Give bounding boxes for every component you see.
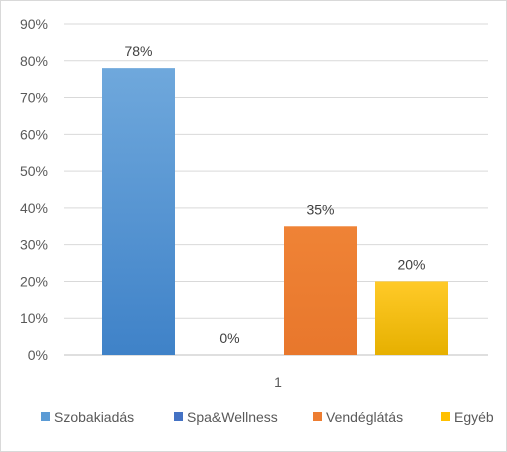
legend-swatch — [41, 412, 50, 421]
y-tick-label: 30% — [20, 237, 48, 253]
legend-entry: Szobakiadás — [54, 409, 134, 425]
y-tick-label: 20% — [20, 273, 48, 289]
bar-egy-b — [375, 281, 448, 355]
legend-entry: Vendéglátás — [326, 409, 403, 425]
y-tick-label: 90% — [20, 16, 48, 32]
y-tick-label: 10% — [20, 310, 48, 326]
data-label: 35% — [306, 201, 334, 217]
legend-swatch — [441, 412, 450, 421]
y-axis: 0% 10% 20% 30% 40% 50% 60% 70% 80% 90% — [20, 16, 48, 363]
data-label: 0% — [219, 330, 239, 346]
legend-entry: Spa&Wellness — [187, 409, 278, 425]
x-axis: 1 — [274, 374, 282, 390]
legend-entry: Egyéb — [454, 409, 494, 425]
data-label: 78% — [124, 43, 152, 59]
y-tick-label: 70% — [20, 90, 48, 106]
y-tick-label: 60% — [20, 126, 48, 142]
bar-vend-gl-t-s — [284, 226, 357, 355]
data-label: 20% — [397, 256, 425, 272]
data-labels: 78% 0% 35% 20% — [124, 43, 425, 346]
bar-szobakiad-s — [102, 68, 175, 355]
y-tick-label: 40% — [20, 200, 48, 216]
y-tick-label: 0% — [28, 347, 48, 363]
x-tick-label: 1 — [274, 374, 282, 390]
legend-swatch — [174, 412, 183, 421]
bars — [102, 68, 448, 355]
legend: Szobakiadás Spa&Wellness Vendéglátás Egyéb — [41, 409, 494, 425]
y-tick-label: 80% — [20, 53, 48, 69]
legend-swatch — [313, 412, 322, 421]
y-tick-label: 50% — [20, 163, 48, 179]
